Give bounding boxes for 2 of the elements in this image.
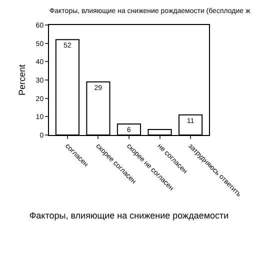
y-axis-title: Percent	[17, 64, 28, 96]
x-axis-title: Факторы, влияющие на снижение рождаемости	[29, 210, 229, 220]
